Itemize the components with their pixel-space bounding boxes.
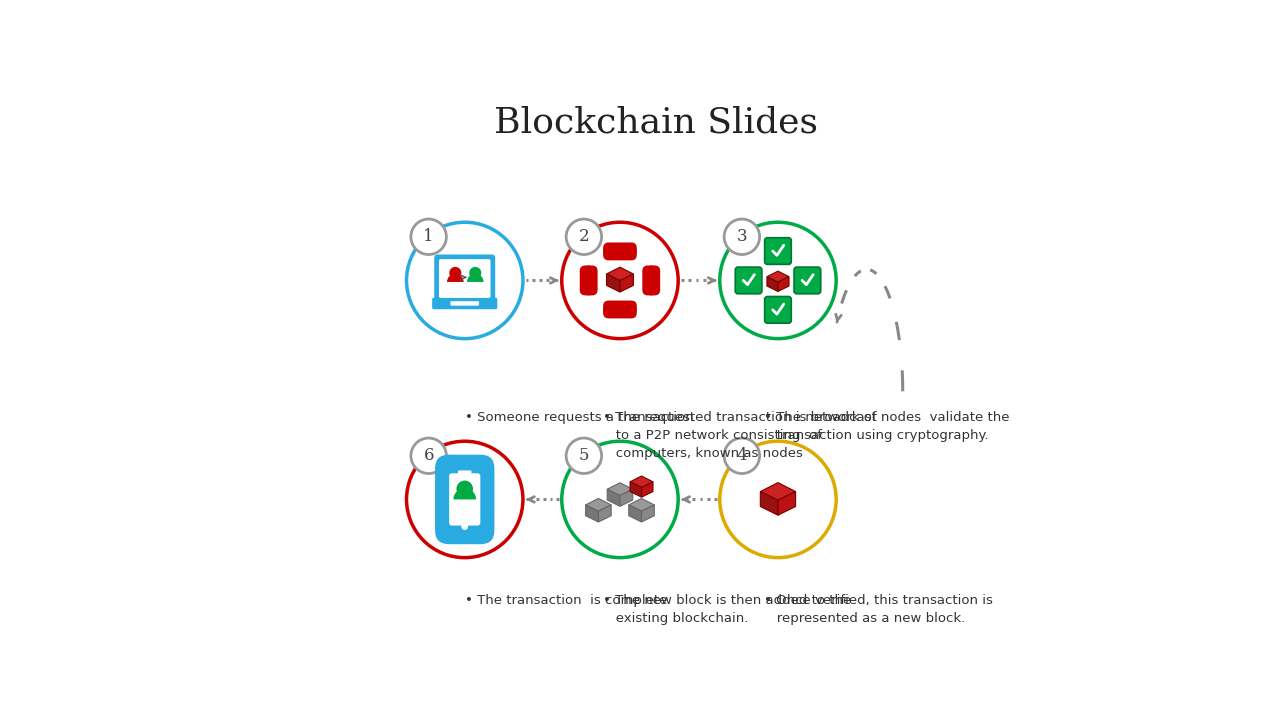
Wedge shape — [467, 274, 484, 282]
FancyBboxPatch shape — [603, 246, 637, 261]
Circle shape — [719, 222, 836, 338]
Polygon shape — [628, 498, 654, 511]
FancyBboxPatch shape — [603, 300, 637, 315]
Polygon shape — [620, 489, 632, 506]
Circle shape — [457, 480, 474, 498]
Wedge shape — [453, 488, 476, 500]
Text: 5: 5 — [579, 447, 589, 464]
Circle shape — [449, 267, 461, 279]
Text: 4: 4 — [736, 447, 748, 464]
FancyBboxPatch shape — [449, 473, 480, 526]
Text: 2: 2 — [579, 228, 589, 246]
FancyBboxPatch shape — [643, 266, 657, 295]
Polygon shape — [630, 482, 641, 498]
Polygon shape — [760, 492, 778, 516]
Circle shape — [719, 441, 836, 557]
Circle shape — [562, 222, 678, 338]
Polygon shape — [641, 505, 654, 522]
Circle shape — [724, 219, 759, 255]
Circle shape — [411, 219, 447, 255]
Text: • The network of nodes  validate the
   transaction using cryptography.: • The network of nodes validate the tran… — [764, 410, 1010, 442]
Polygon shape — [599, 505, 611, 522]
FancyBboxPatch shape — [434, 254, 495, 302]
Polygon shape — [628, 505, 641, 522]
Circle shape — [407, 441, 524, 557]
FancyBboxPatch shape — [433, 297, 498, 310]
Text: Blockchain Slides: Blockchain Slides — [494, 105, 818, 140]
FancyBboxPatch shape — [603, 243, 637, 256]
Text: • The transaction  is complete: • The transaction is complete — [465, 594, 667, 607]
Circle shape — [724, 438, 759, 474]
FancyBboxPatch shape — [451, 301, 479, 306]
Circle shape — [461, 523, 468, 530]
FancyBboxPatch shape — [580, 266, 594, 295]
Polygon shape — [620, 274, 634, 292]
Circle shape — [411, 438, 447, 474]
Circle shape — [566, 219, 602, 255]
Wedge shape — [447, 274, 463, 282]
FancyBboxPatch shape — [794, 267, 820, 294]
Text: 3: 3 — [736, 228, 748, 246]
Polygon shape — [586, 498, 611, 511]
Text: • The requested transaction is broadcast
   to a P2P network consisting  of
   c: • The requested transaction is broadcast… — [603, 410, 877, 460]
Text: • The new block is then added to the
   existing blockchain.: • The new block is then added to the exi… — [603, 594, 851, 625]
FancyBboxPatch shape — [584, 266, 598, 295]
Polygon shape — [767, 271, 788, 282]
Polygon shape — [586, 505, 599, 522]
FancyBboxPatch shape — [764, 238, 791, 264]
Circle shape — [566, 438, 602, 474]
Circle shape — [562, 441, 678, 557]
Polygon shape — [778, 276, 788, 292]
Polygon shape — [641, 482, 653, 498]
Text: • Once verified, this transaction is
   represented as a new block.: • Once verified, this transaction is rep… — [764, 594, 993, 625]
FancyBboxPatch shape — [735, 267, 762, 294]
Polygon shape — [630, 476, 653, 487]
FancyBboxPatch shape — [435, 454, 494, 544]
Polygon shape — [760, 482, 796, 500]
Polygon shape — [767, 276, 778, 292]
Text: 1: 1 — [424, 228, 434, 246]
Polygon shape — [607, 274, 620, 292]
Text: 6: 6 — [424, 447, 434, 464]
Circle shape — [470, 267, 481, 279]
FancyBboxPatch shape — [764, 297, 791, 323]
FancyBboxPatch shape — [439, 259, 490, 298]
Circle shape — [407, 222, 524, 338]
Polygon shape — [607, 483, 632, 495]
Polygon shape — [778, 492, 796, 516]
Text: • Someone requests a transaction: • Someone requests a transaction — [465, 410, 694, 424]
FancyBboxPatch shape — [603, 305, 637, 318]
FancyBboxPatch shape — [646, 266, 660, 295]
FancyBboxPatch shape — [458, 470, 471, 475]
Polygon shape — [607, 267, 634, 281]
Polygon shape — [607, 489, 620, 506]
